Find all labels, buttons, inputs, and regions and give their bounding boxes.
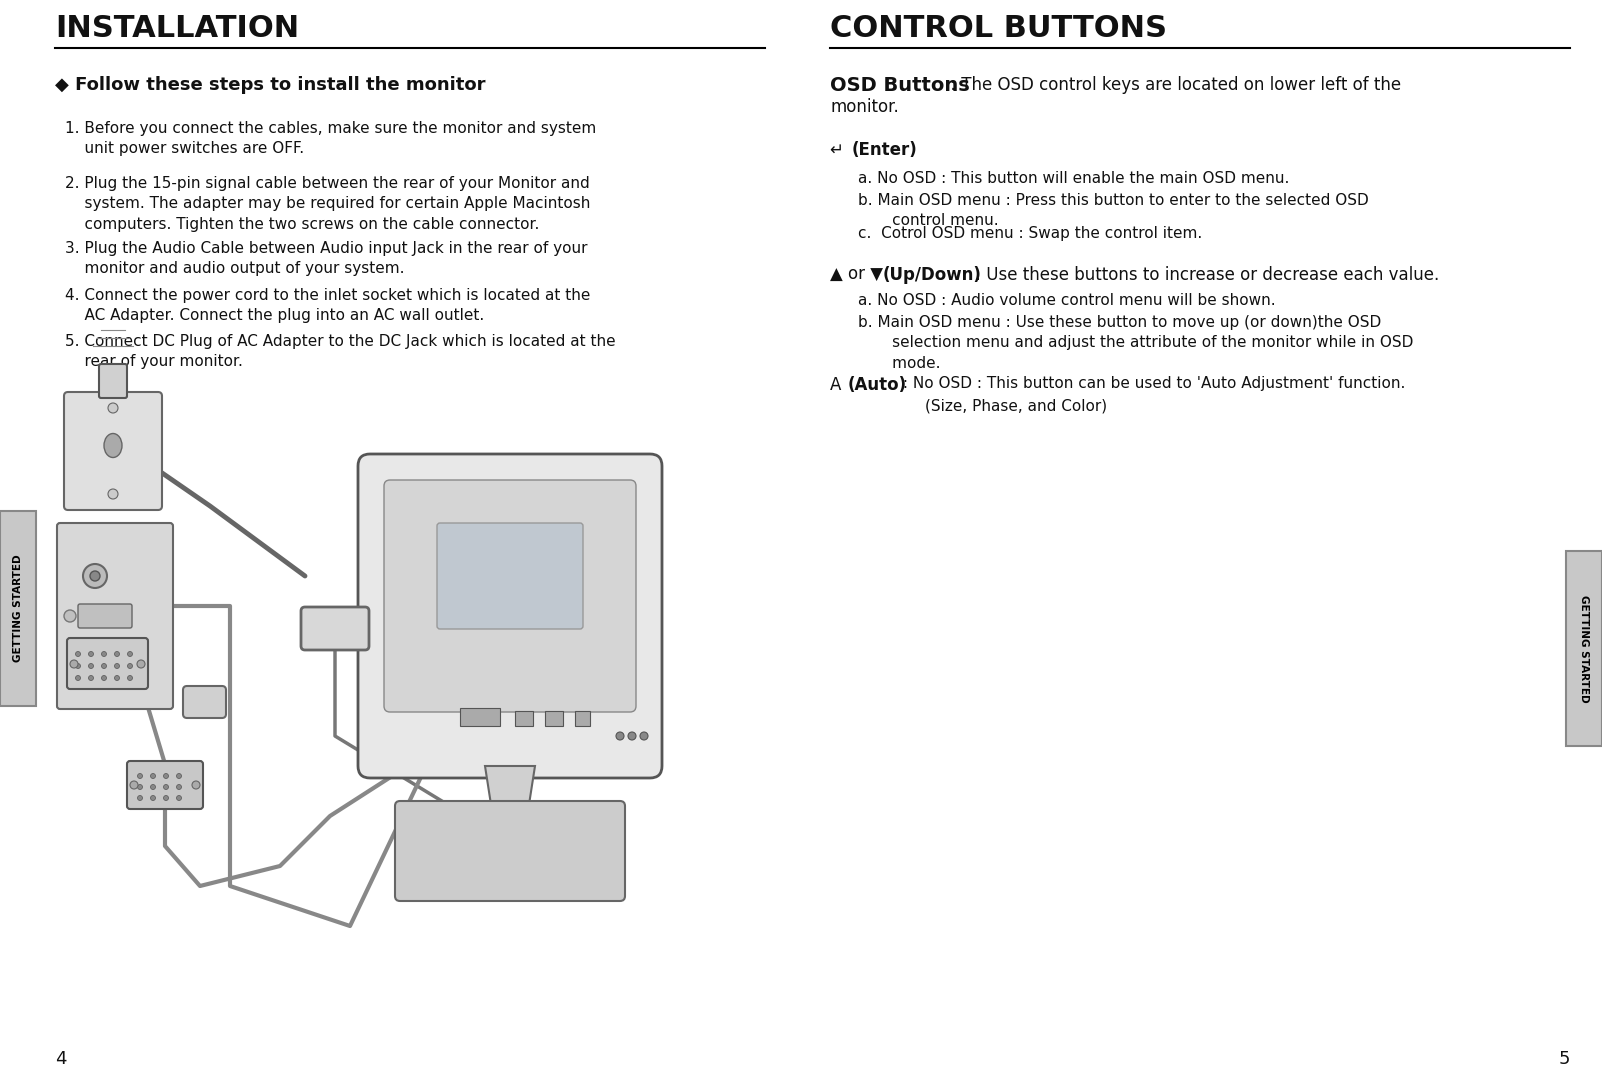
FancyBboxPatch shape [0, 512, 35, 706]
Circle shape [130, 781, 138, 790]
Text: (Auto): (Auto) [847, 376, 907, 394]
FancyBboxPatch shape [58, 523, 173, 709]
FancyBboxPatch shape [357, 454, 662, 778]
Text: 4: 4 [54, 1050, 67, 1068]
Circle shape [75, 675, 80, 681]
Circle shape [101, 675, 106, 681]
Circle shape [88, 675, 93, 681]
Circle shape [176, 773, 181, 779]
Text: a. No OSD : Audio volume control menu will be shown.: a. No OSD : Audio volume control menu wi… [859, 293, 1275, 308]
Text: A: A [830, 376, 852, 394]
Text: OSD Buttons: OSD Buttons [830, 76, 969, 94]
Text: ◆ Follow these steps to install the monitor: ◆ Follow these steps to install the moni… [54, 76, 485, 94]
Circle shape [176, 784, 181, 790]
Circle shape [128, 675, 133, 681]
FancyBboxPatch shape [78, 604, 131, 628]
FancyBboxPatch shape [1567, 551, 1602, 746]
Text: : Use these buttons to increase or decrease each value.: : Use these buttons to increase or decre… [969, 266, 1439, 285]
FancyBboxPatch shape [183, 686, 226, 718]
Circle shape [90, 571, 99, 581]
Text: CONTROL BUTTONS: CONTROL BUTTONS [830, 14, 1166, 43]
Circle shape [107, 403, 119, 413]
Text: ↵: ↵ [830, 141, 854, 159]
Circle shape [641, 732, 647, 740]
Text: c.  Cotrol OSD menu : Swap the control item.: c. Cotrol OSD menu : Swap the control it… [859, 226, 1202, 241]
FancyBboxPatch shape [384, 480, 636, 712]
Text: GETTING STARTED: GETTING STARTED [13, 555, 22, 662]
Circle shape [128, 652, 133, 657]
Circle shape [138, 796, 143, 800]
FancyBboxPatch shape [64, 392, 162, 510]
Circle shape [75, 652, 80, 657]
Circle shape [138, 784, 143, 790]
Text: 5: 5 [1559, 1050, 1570, 1068]
Bar [460, 708, 500, 727]
Circle shape [176, 796, 181, 800]
Circle shape [101, 652, 106, 657]
Circle shape [88, 652, 93, 657]
Circle shape [163, 796, 168, 800]
Circle shape [617, 732, 625, 740]
Bar [545, 711, 562, 727]
Text: monitor.: monitor. [830, 98, 899, 116]
Circle shape [163, 773, 168, 779]
Circle shape [114, 664, 120, 669]
Circle shape [88, 664, 93, 669]
Circle shape [75, 664, 80, 669]
Circle shape [151, 773, 155, 779]
Text: (Up/Down): (Up/Down) [883, 266, 982, 285]
Circle shape [151, 784, 155, 790]
FancyBboxPatch shape [67, 637, 147, 689]
Text: (Size, Phase, and Color): (Size, Phase, and Color) [924, 397, 1107, 413]
FancyBboxPatch shape [301, 607, 368, 651]
Text: 5. Connect DC Plug of AC Adapter to the DC Jack which is located at the
    rear: 5. Connect DC Plug of AC Adapter to the … [66, 334, 615, 369]
Text: GETTING STARTED: GETTING STARTED [1580, 595, 1589, 703]
Text: ▲ or ▼: ▲ or ▼ [830, 266, 894, 285]
Circle shape [151, 796, 155, 800]
FancyBboxPatch shape [437, 523, 583, 629]
Circle shape [192, 781, 200, 790]
Circle shape [64, 610, 75, 622]
FancyBboxPatch shape [127, 761, 203, 809]
Text: b. Main OSD menu : Press this button to enter to the selected OSD
       control: b. Main OSD menu : Press this button to … [859, 193, 1368, 228]
Circle shape [114, 652, 120, 657]
Bar [514, 711, 533, 727]
Text: : The OSD control keys are located on lower left of the: : The OSD control keys are located on lo… [945, 76, 1402, 94]
Text: a. No OSD : This button will enable the main OSD menu.: a. No OSD : This button will enable the … [859, 171, 1290, 186]
Circle shape [70, 660, 78, 668]
Text: 4. Connect the power cord to the inlet socket which is located at the
    AC Ada: 4. Connect the power cord to the inlet s… [66, 288, 591, 324]
FancyBboxPatch shape [396, 801, 625, 901]
Text: 3. Plug the Audio Cable between Audio input Jack in the rear of your
    monitor: 3. Plug the Audio Cable between Audio in… [66, 241, 588, 277]
Text: INSTALLATION: INSTALLATION [54, 14, 300, 43]
Text: 2. Plug the 15-pin signal cable between the rear of your Monitor and
    system.: 2. Plug the 15-pin signal cable between … [66, 176, 591, 231]
Circle shape [101, 664, 106, 669]
Ellipse shape [104, 433, 122, 457]
Polygon shape [485, 766, 535, 811]
Circle shape [628, 732, 636, 740]
Text: 1. Before you connect the cables, make sure the monitor and system
    unit powe: 1. Before you connect the cables, make s… [66, 121, 596, 156]
Text: : No OSD : This button can be used to 'Auto Adjustment' function.: : No OSD : This button can be used to 'A… [899, 376, 1405, 391]
Circle shape [138, 660, 146, 668]
Circle shape [107, 489, 119, 498]
Circle shape [128, 664, 133, 669]
Circle shape [138, 773, 143, 779]
Circle shape [114, 675, 120, 681]
Circle shape [163, 784, 168, 790]
FancyBboxPatch shape [99, 364, 127, 397]
Text: b. Main OSD menu : Use these button to move up (or down)the OSD
       selection: b. Main OSD menu : Use these button to m… [859, 315, 1413, 370]
Circle shape [83, 564, 107, 588]
Bar [575, 711, 590, 727]
Text: (Enter): (Enter) [852, 141, 918, 159]
